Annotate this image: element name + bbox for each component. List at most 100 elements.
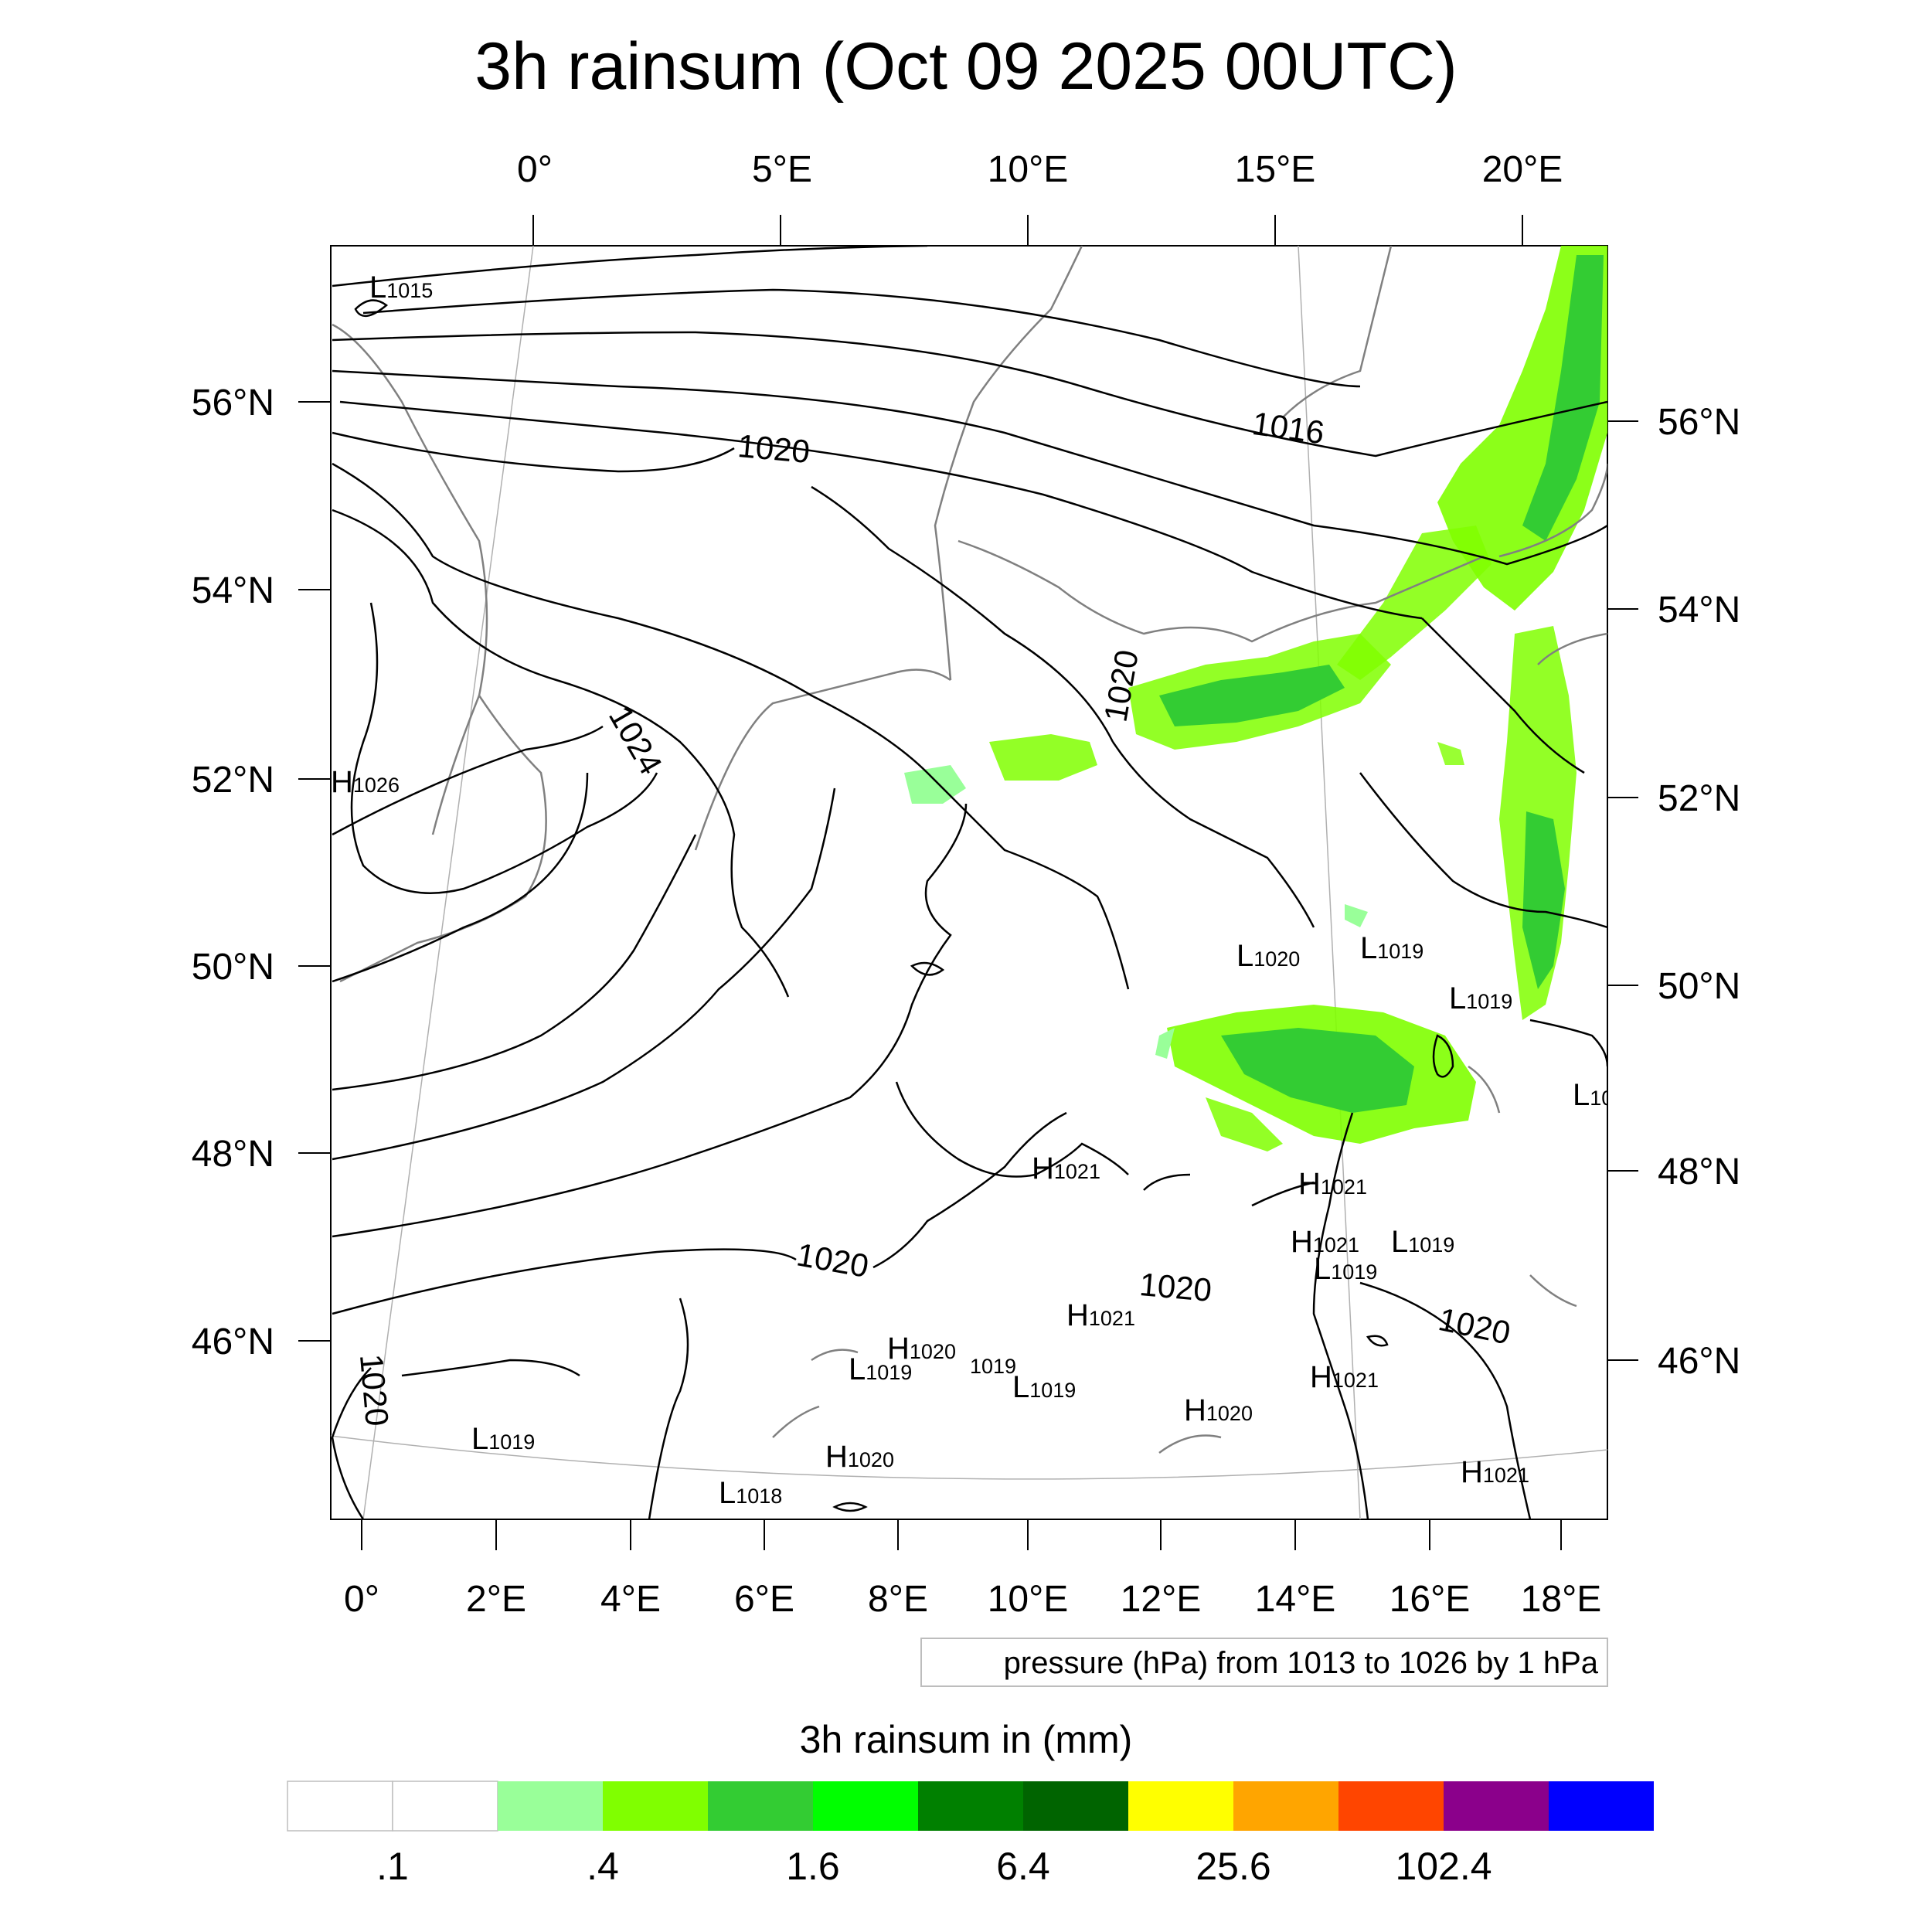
right-lat-label: 56°N [1658,402,1740,443]
bottom-lon-label: 6°E [734,1579,794,1620]
legend-swatch [498,1781,603,1831]
pressure-center: H1021 [1298,1167,1367,1201]
contour-info-box: pressure (hPa) from 1013 to 1026 by 1 hP… [920,1638,1608,1687]
pressure-center: H1021 [1066,1298,1135,1332]
rain-area-poland-core [1159,665,1345,726]
rain-area-germany-west [904,765,966,804]
legend-swatch [1128,1781,1233,1831]
bottom-lon-label: 14°E [1255,1579,1336,1620]
pressure-center: L1019 [1012,1370,1076,1404]
isobar-mid-3 [332,725,604,836]
isobar-top-4 [332,369,1607,566]
isobar-1020-north [332,431,1114,743]
bottom-axis: 0° 2°E 4°E 6°E 8°E 10°E 12°E 14°E 16°E 1… [344,1519,1601,1620]
isobar-mid-5 [332,834,697,1091]
contour-info-text: pressure (hPa) from 1013 to 1026 by 1 hP… [1004,1646,1599,1680]
left-lat-label: 48°N [192,1134,274,1175]
pressure-center: H1021 [1032,1151,1100,1185]
pressure-center: L1019 [1314,1252,1377,1286]
map-frame [330,245,1608,1520]
legend-swatch [287,1781,393,1832]
bottom-lon-label: 0° [344,1579,379,1620]
coastlines [332,246,1607,1454]
legend-swatches [287,1781,1654,1832]
pressure-center: L1019 [1391,1225,1454,1259]
right-lat-label: 52°N [1658,778,1740,819]
legend-label: .1 [376,1845,409,1888]
isobar-south-3 [895,1081,1129,1178]
legend-label: 25.6 [1196,1845,1270,1888]
right-lat-label: 50°N [1658,966,1740,1007]
legend-label: 102.4 [1395,1845,1492,1888]
isobars [331,246,1607,1519]
rain-area-small-3 [1155,1028,1175,1059]
legend-swatch [708,1781,813,1831]
left-lat-label: 50°N [192,947,274,988]
rain-areas [904,246,1607,1151]
pressure-center: L1020 [1236,939,1300,973]
isobar-mid-7 [332,803,968,1238]
isobar-1016 [339,400,1423,620]
pressure-center: L1019 [1449,981,1512,1015]
pressure-center: L1018 [719,1476,782,1510]
figure-title: 3h rainsum (Oct 09 2025 00UTC) [474,29,1457,104]
bottom-lon-label: 12°E [1121,1579,1202,1620]
isobar-east-1 [1111,741,1315,928]
isobar-mid-4 [332,772,589,983]
isobar-1015 [354,299,389,317]
isobar-closed-4 [1366,1335,1389,1347]
rain-area-germany-central [989,734,1097,781]
rain-area-czech-south [1206,1097,1283,1151]
isobar-south-2 [648,1298,689,1519]
rain-area-czech-core [1221,1028,1414,1113]
bottom-lon-label: 18°E [1521,1579,1602,1620]
isobar-closed-1 [1432,1034,1454,1078]
legend-swatch [392,1781,498,1832]
isobar-south-4 [1143,1173,1315,1207]
isobar-closed-3 [832,1502,868,1512]
right-lat-label: 46°N [1658,1341,1740,1382]
isobar-east-3 [1359,772,1607,929]
legend-swatch [813,1781,918,1831]
color-legend: 3h rainsum in (mm) .1 .4 1.6 6.4 25.6 10… [287,1718,1654,1888]
top-lon-label: 15°E [1235,149,1316,190]
legend-label: .4 [587,1845,619,1888]
right-axis: 56°N 54°N 52°N 50°N 48°N 46°N [1607,402,1740,1382]
top-lon-label: 10°E [988,149,1069,190]
top-lon-label: 20°E [1482,149,1563,190]
rain-area-baltic [1337,526,1492,680]
graticule [331,246,1607,1519]
pressure-centers: L1015 H1026 L1020 L1019 L1019 L10 H1021 … [331,270,1607,1510]
pressure-center: H1020 [1184,1393,1253,1427]
rain-area-nordic-core [1522,255,1604,541]
pressure-center: H1026 [331,765,400,799]
left-axis: 56°N 54°N 52°N 50°N 48°N 46°N [192,383,331,1362]
isobar-south-1 [401,1359,580,1377]
isobar-south-5 [1312,1112,1369,1519]
pressure-center: H1021 [1310,1360,1379,1394]
legend-label: 1.6 [786,1845,840,1888]
isobar-top-2 [362,288,1361,388]
isobar-mid-6 [332,787,836,1161]
legend-swatch [1233,1781,1338,1831]
left-lat-label: 56°N [192,383,274,423]
legend-swatch [603,1781,708,1831]
bottom-lon-label: 4°E [600,1579,661,1620]
left-lat-label: 46°N [192,1321,274,1362]
pressure-center: L1015 [369,270,433,304]
bottom-lon-label: 2°E [466,1579,526,1620]
left-lat-label: 52°N [192,760,274,801]
bottom-lon-label: 16°E [1389,1579,1471,1620]
isobar-mid-8 [332,1111,1067,1315]
top-lon-label: 0° [517,149,553,190]
top-axis: 0° 5°E 10°E 15°E 20°E [517,149,1563,246]
isobar-label: 1020 [736,427,811,470]
pressure-center: H1021 [1461,1455,1529,1489]
pressure-center: H1021 [1291,1225,1359,1259]
top-lon-label: 5°E [752,149,812,190]
legend-swatch [1338,1781,1444,1831]
isobar-1020-southwest [331,1367,372,1519]
bottom-lon-label: 10°E [988,1579,1069,1620]
legend-title: 3h rainsum in (mm) [800,1718,1133,1761]
